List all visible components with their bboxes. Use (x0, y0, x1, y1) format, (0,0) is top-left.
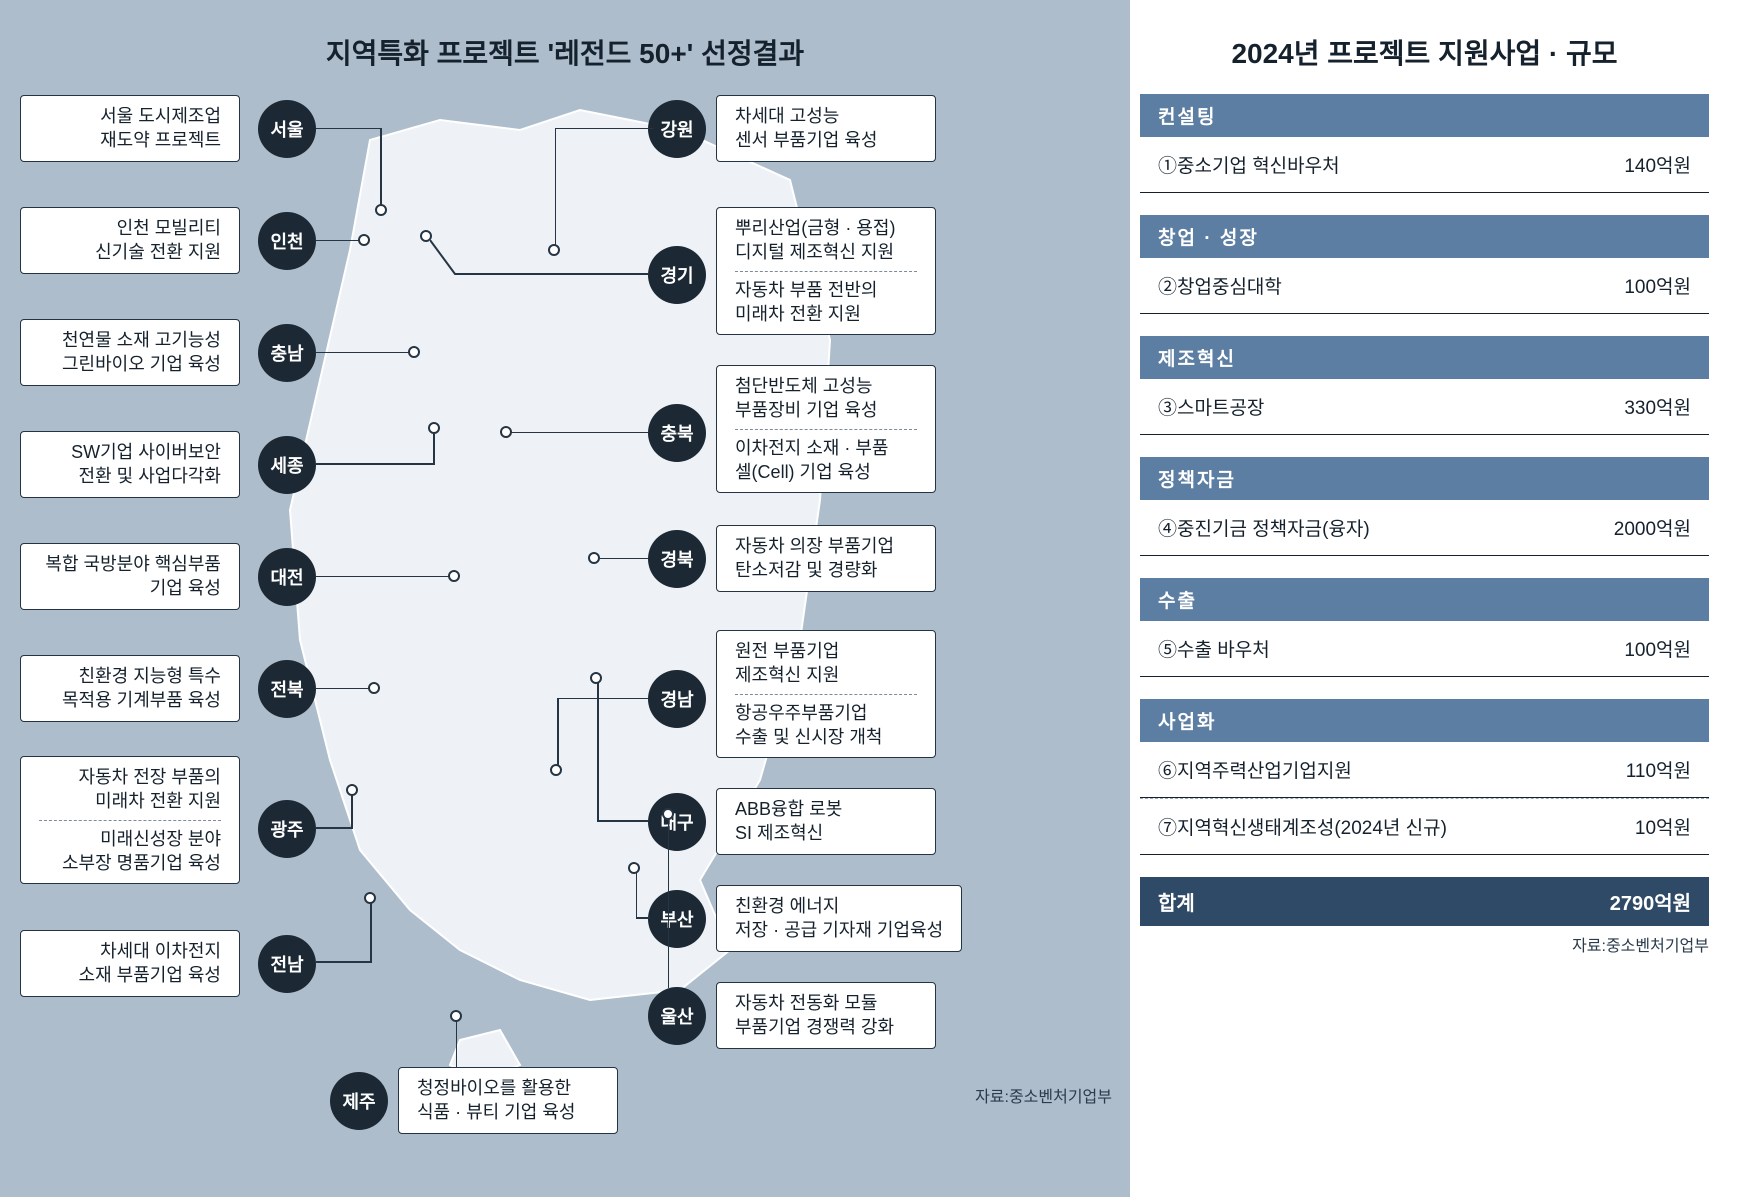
category-header: 사업화 (1140, 699, 1709, 742)
category-1: 창업 · 성장 ②창업중심대학 100억원 (1140, 215, 1709, 314)
category-row: ⑦지역혁신생태계조성(2024년 신규) 10억원 (1140, 798, 1709, 855)
callout-sejong: SW기업 사이버보안 전환 및 사업다각화 (20, 431, 240, 498)
callout-jeonbuk: 친환경 지능형 특수 목적용 기계부품 육성 (20, 655, 240, 722)
total-row: 합계 2790억원 (1140, 877, 1709, 926)
category-header: 수출 (1140, 578, 1709, 621)
callout-daegu: ABB융합 로봇 SI 제조혁신 (716, 788, 936, 855)
total-value: 2790억원 (1610, 887, 1691, 916)
support-panel: 2024년 프로젝트 지원사업 · 규모 컨설팅 ①중소기업 혁신바우처 140억원… (1130, 0, 1737, 1197)
badge-ulsan: 울산 (648, 987, 706, 1045)
row-label: ③스마트공장 (1158, 393, 1264, 420)
category-row: ①중소기업 혁신바우처 140억원 (1140, 137, 1709, 193)
category-row: ④중진기금 정책자금(융자) 2000억원 (1140, 500, 1709, 556)
category-row: ⑤수출 바우처 100억원 (1140, 621, 1709, 677)
category-header: 정책자금 (1140, 457, 1709, 500)
support-title: 2024년 프로젝트 지원사업 · 규모 (1140, 32, 1709, 72)
pin-seoul (375, 204, 387, 216)
badge-gyeongnam: 경남 (648, 670, 706, 728)
callout-gangwon: 차세대 고성능 센서 부품기업 육성 (716, 95, 936, 162)
callout-busan: 친환경 에너지 저장 · 공급 기자재 기업육성 (716, 885, 962, 952)
badge-jeju: 제주 (330, 1072, 388, 1130)
pin-chungbuk (500, 426, 512, 438)
category-0: 컨설팅 ①중소기업 혁신바우처 140억원 (1140, 94, 1709, 193)
callout-gwangju: 자동차 전장 부품의 미래차 전환 지원 미래신성장 분야 소부장 명품기업 육… (20, 756, 240, 884)
pin-daegu (590, 672, 602, 684)
pin-gyeongnam (550, 764, 562, 776)
row-label: ①중소기업 혁신바우처 (1158, 151, 1340, 178)
callout-gyeonggi: 뿌리산업(금형 · 용접) 디지털 제조혁신 지원 자동차 부품 전반의 미래차… (716, 207, 936, 335)
category-3: 정책자금 ④중진기금 정책자금(융자) 2000억원 (1140, 457, 1709, 556)
badge-daejeon: 대전 (258, 548, 316, 606)
category-header: 제조혁신 (1140, 336, 1709, 379)
badge-gwangju: 광주 (258, 800, 316, 858)
category-row: ③스마트공장 330억원 (1140, 379, 1709, 435)
category-4: 수출 ⑤수출 바우처 100억원 (1140, 578, 1709, 677)
row-label: ④중진기금 정책자금(융자) (1158, 514, 1370, 541)
badge-gangwon: 강원 (648, 100, 706, 158)
badge-seoul: 서울 (258, 100, 316, 158)
category-row: ⑥지역주력산업기업지원 110억원 (1140, 742, 1709, 798)
row-label: ⑥지역주력산업기업지원 (1158, 756, 1352, 783)
badge-daegu: 대구 (648, 793, 706, 851)
category-header: 컨설팅 (1140, 94, 1709, 137)
pin-busan (628, 862, 640, 874)
badge-sejong: 세종 (258, 436, 316, 494)
callout-incheon: 인천 모빌리티 신기술 전환 지원 (20, 207, 240, 274)
map-panel: 지역특화 프로젝트 '레전드 50+' 선정결과 서울 도시제조업 재도약 프로… (0, 0, 1130, 1197)
row-value: 100억원 (1624, 635, 1691, 662)
badge-jeonnam: 전남 (258, 935, 316, 993)
row-value: 10억원 (1635, 813, 1691, 840)
callout-jeonnam: 차세대 이차전지 소재 부품기업 육성 (20, 930, 240, 997)
category-5: 사업화 ⑥지역주력산업기업지원 110억원 ⑦지역혁신생태계조성(2024년 신규) 1… (1140, 699, 1709, 855)
pin-gyeongbuk (588, 552, 600, 564)
pin-gyeonggi (420, 230, 432, 242)
badge-chungbuk: 충북 (648, 404, 706, 462)
callout-chungbuk: 첨단반도체 고성능 부품장비 기업 육성 이차전지 소재 · 부품 셀(Cell… (716, 365, 936, 493)
row-value: 100억원 (1624, 272, 1691, 299)
pin-jeonnam (364, 892, 376, 904)
callout-jeju: 청정바이오를 활용한 식품 · 뷰티 기업 육성 (398, 1067, 618, 1134)
callout-daejeon: 복합 국방분야 핵심부품 기업 육성 (20, 543, 240, 610)
badge-busan: 부산 (648, 890, 706, 948)
total-label: 합계 (1158, 887, 1195, 916)
row-value: 110억원 (1626, 756, 1691, 783)
callout-gyeongbuk: 자동차 의장 부품기업 탄소저감 및 경량화 (716, 525, 936, 592)
pin-ulsan (662, 808, 674, 820)
map-source: 자료:중소벤처기업부 (975, 1083, 1112, 1107)
category-row: ②창업중심대학 100억원 (1140, 258, 1709, 314)
support-source: 자료:중소벤처기업부 (1140, 932, 1709, 956)
pin-incheon (358, 234, 370, 246)
category-header: 창업 · 성장 (1140, 215, 1709, 258)
badge-chungnam: 충남 (258, 324, 316, 382)
badge-gyeongbuk: 경북 (648, 530, 706, 588)
category-2: 제조혁신 ③스마트공장 330억원 (1140, 336, 1709, 435)
callout-chungnam: 천연물 소재 고기능성 그린바이오 기업 육성 (20, 319, 240, 386)
row-label: ⑤수출 바우처 (1158, 635, 1270, 662)
row-label: ②창업중심대학 (1158, 272, 1282, 299)
badge-jeonbuk: 전북 (258, 660, 316, 718)
callout-gyeongnam: 원전 부품기업 제조혁신 지원 항공우주부품기업 수출 및 신시장 개척 (716, 630, 936, 758)
row-value: 140억원 (1624, 151, 1691, 178)
row-value: 2000억원 (1614, 514, 1691, 541)
pin-jeju (450, 1010, 462, 1022)
badge-gyeonggi: 경기 (648, 246, 706, 304)
pin-jeonbuk (368, 682, 380, 694)
map-title: 지역특화 프로젝트 '레전드 50+' 선정결과 (0, 32, 1130, 72)
callout-ulsan: 자동차 전동화 모듈 부품기업 경쟁력 강화 (716, 982, 936, 1049)
pin-chungnam (408, 346, 420, 358)
pin-sejong (428, 422, 440, 434)
row-value: 330억원 (1624, 393, 1691, 420)
row-label: ⑦지역혁신생태계조성(2024년 신규) (1158, 813, 1447, 840)
pin-gwangju (346, 784, 358, 796)
callout-seoul: 서울 도시제조업 재도약 프로젝트 (20, 95, 240, 162)
badge-incheon: 인천 (258, 212, 316, 270)
pin-daejeon (448, 570, 460, 582)
